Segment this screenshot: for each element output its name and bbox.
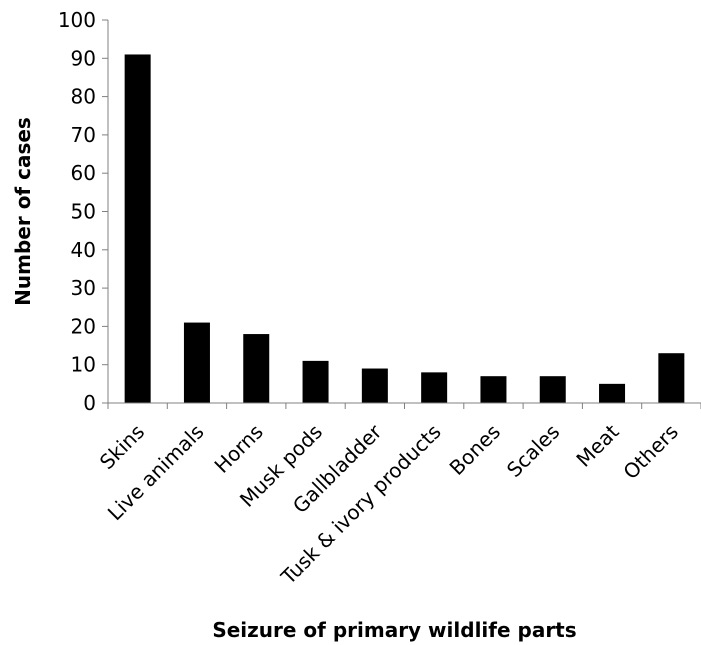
y-tick-label: 0 <box>83 391 96 415</box>
bar-live-animals <box>183 322 210 403</box>
bar-gallbladder <box>361 368 388 403</box>
bars <box>124 54 685 403</box>
x-category-label: Skins <box>95 420 149 474</box>
bar-skins <box>124 54 151 403</box>
y-tick-label: 30 <box>71 276 96 300</box>
bar-bones <box>480 376 507 403</box>
bar-horns <box>243 334 270 403</box>
y-tick-label: 100 <box>58 8 96 32</box>
x-category-label: Bones <box>445 420 505 480</box>
y-tick-label: 70 <box>71 123 96 147</box>
y-tick-label: 60 <box>71 161 96 185</box>
bar-tusk-ivory-products <box>421 372 448 403</box>
y-tick-label: 20 <box>71 314 96 338</box>
x-axis-title: Seizure of primary wildlife parts <box>212 618 576 642</box>
y-axis-ticks: 0 10 20 30 40 50 60 70 80 90 100 <box>58 8 108 415</box>
x-category-label: Scales <box>502 420 564 482</box>
bar-others <box>658 353 685 403</box>
y-tick-label: 40 <box>71 238 96 262</box>
y-tick-label: 50 <box>71 200 96 224</box>
x-category-label: Horns <box>210 420 268 478</box>
x-category-label: Others <box>618 420 683 485</box>
y-axis-title: Number of cases <box>11 117 35 306</box>
x-axis-ticks <box>107 403 701 409</box>
bar-musk-pods <box>302 360 329 403</box>
y-tick-label: 90 <box>71 46 96 70</box>
y-tick-label: 10 <box>71 353 96 377</box>
y-tick-label: 80 <box>71 85 96 109</box>
x-category-label: Meat <box>571 419 623 471</box>
bar-meat <box>599 383 626 403</box>
bar-scales <box>539 376 566 403</box>
